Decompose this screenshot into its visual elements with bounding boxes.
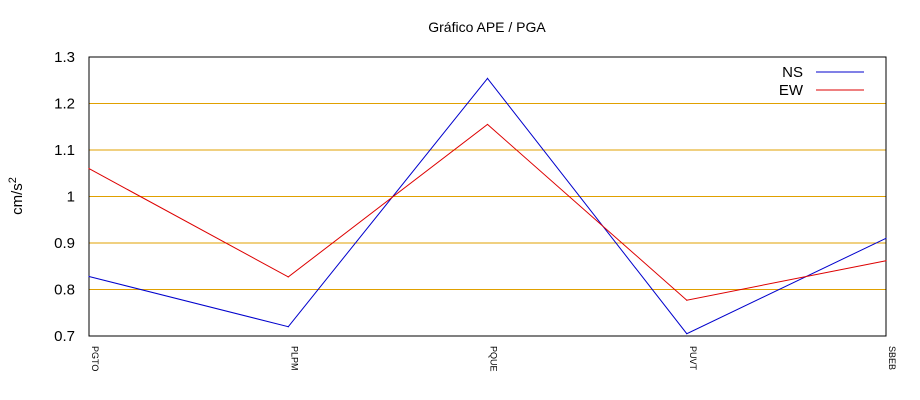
chart-title: Gráfico APE / PGA (428, 19, 546, 35)
x-axis-ticks: PGTO PLPM PQUE PUVT SBEB (90, 346, 897, 372)
data-point (686, 299, 688, 301)
x-tick-label: SBEB (887, 346, 897, 370)
y-axis-label: cm/s2 (7, 177, 26, 215)
data-point (686, 333, 688, 335)
series-line-ew (88, 123, 887, 301)
data-point (287, 276, 289, 278)
y-tick-label: 1.1 (54, 142, 75, 159)
x-tick-label: PQUE (489, 346, 499, 372)
data-point (885, 237, 887, 239)
data-point (486, 123, 489, 126)
series-line-ns (88, 77, 887, 335)
y-axis-ticks: 0.7 0.8 0.9 1 1.1 1.2 1.3 (54, 49, 75, 345)
legend-label: EW (779, 82, 804, 99)
y-tick-label: 1.2 (54, 96, 75, 113)
x-tick-label: PUVT (688, 346, 698, 371)
y-tick-label: 0.9 (54, 235, 75, 252)
data-point (88, 168, 90, 170)
y-tick-label: 0.8 (54, 282, 75, 299)
grid-layer (89, 103, 886, 290)
x-tick-label: PLPM (289, 346, 299, 371)
legend-label: NS (782, 64, 803, 81)
plot-frame (88, 56, 887, 337)
data-point (88, 275, 90, 278)
y-tick-label: 1 (67, 189, 75, 206)
data-point (287, 326, 289, 328)
data-point (885, 260, 887, 262)
y-tick-label: 1.3 (54, 49, 75, 66)
y-tick-label: 0.7 (54, 328, 75, 345)
x-tick-label: PGTO (90, 346, 100, 371)
data-point (486, 77, 489, 79)
series-layer (88, 77, 887, 335)
